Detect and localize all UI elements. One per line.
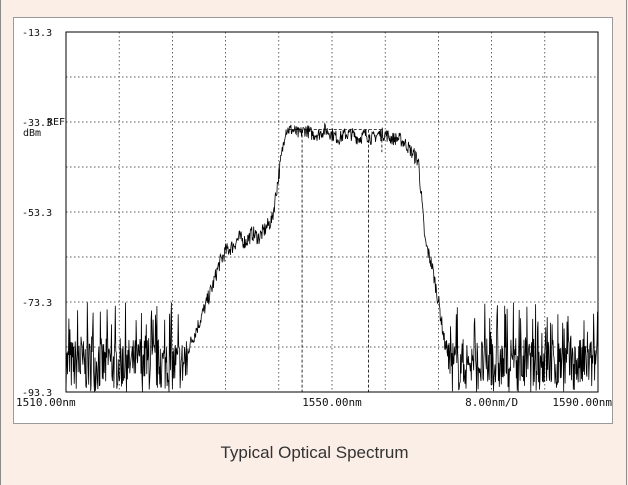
y-tick-label: -73.3 bbox=[22, 298, 52, 309]
y-tick-labels: -13.3 -33.3 -53.3 -73.3 -93.3 bbox=[22, 28, 52, 399]
y-tick-label: -13.3 bbox=[22, 28, 52, 39]
trace-layer bbox=[65, 122, 599, 393]
spectrum-trace bbox=[65, 122, 599, 393]
spectrum-chart: -13.3 -33.3 -53.3 -73.3 -93.3 REF dBm 1510.0… bbox=[16, 28, 612, 409]
marker-layer bbox=[288, 129, 383, 392]
y-unit-label: dBm bbox=[23, 128, 41, 139]
ref-marker: REF bbox=[47, 117, 65, 128]
x-tick-center: 1550.00nm bbox=[302, 396, 362, 409]
x-tick-left: 1510.00nm bbox=[16, 396, 76, 409]
plot-border bbox=[65, 31, 599, 393]
x-scale-label: 8.00nm/D bbox=[465, 396, 518, 409]
y-tick-label: -93.3 bbox=[22, 388, 52, 399]
chart-caption: Typical Optical Spectrum bbox=[220, 443, 409, 462]
y-tick-label: -53.3 bbox=[22, 208, 52, 219]
y-tick-label: -33.3 bbox=[22, 118, 52, 129]
plot-panel: -13.3 -33.3 -53.3 -73.3 -93.3 REF dBm 1510.0… bbox=[13, 17, 613, 424]
x-tick-right: 1590.00nm bbox=[552, 396, 612, 409]
